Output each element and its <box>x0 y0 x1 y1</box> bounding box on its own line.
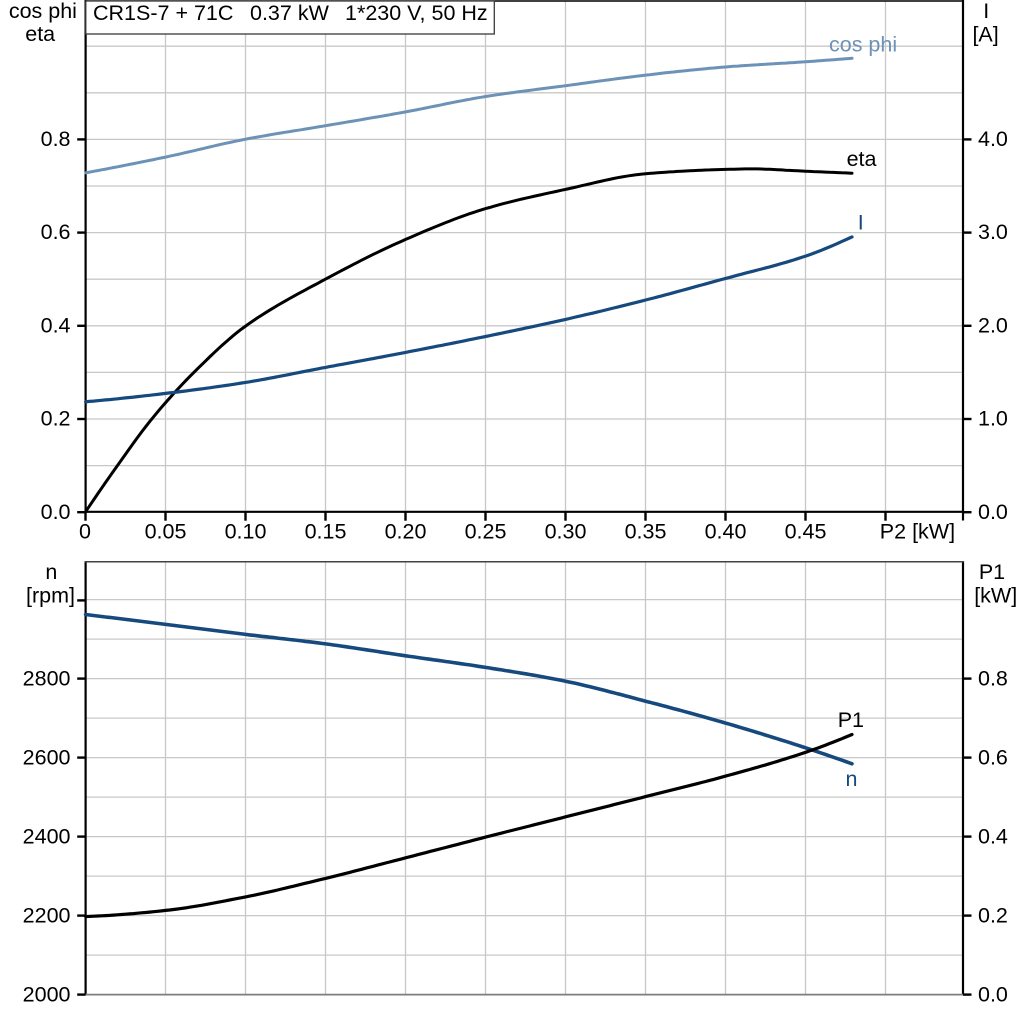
svg-text:2800: 2800 <box>23 667 71 691</box>
svg-text:0.10: 0.10 <box>225 519 267 543</box>
svg-text:0.0: 0.0 <box>978 500 1008 524</box>
svg-text:P1: P1 <box>979 560 1005 584</box>
svg-text:0.0: 0.0 <box>978 983 1008 1007</box>
svg-text:0.37 kW: 0.37 kW <box>250 1 330 25</box>
svg-text:0.25: 0.25 <box>465 519 507 543</box>
svg-text:I: I <box>983 0 989 23</box>
svg-text:4.0: 4.0 <box>978 127 1008 151</box>
svg-text:[A]: [A] <box>972 22 998 46</box>
svg-text:P2 [kW]: P2 [kW] <box>880 519 955 543</box>
svg-text:0.8: 0.8 <box>41 127 71 151</box>
svg-text:3.0: 3.0 <box>978 220 1008 244</box>
svg-text:n: n <box>846 767 858 791</box>
svg-text:2200: 2200 <box>23 904 71 928</box>
svg-text:I: I <box>858 211 864 235</box>
svg-text:0.8: 0.8 <box>978 667 1008 691</box>
svg-text:0.4: 0.4 <box>978 825 1008 849</box>
svg-text:0.40: 0.40 <box>705 519 747 543</box>
svg-text:2.0: 2.0 <box>978 313 1008 337</box>
svg-text:CR1S-7 + 71C: CR1S-7 + 71C <box>93 1 233 25</box>
svg-text:P1: P1 <box>838 708 864 732</box>
svg-text:1*230 V, 50 Hz: 1*230 V, 50 Hz <box>345 1 488 25</box>
svg-text:0.15: 0.15 <box>305 519 347 543</box>
svg-text:eta: eta <box>25 22 55 46</box>
svg-text:eta: eta <box>847 147 877 171</box>
svg-text:0.2: 0.2 <box>41 407 71 431</box>
svg-text:0.6: 0.6 <box>978 746 1008 770</box>
svg-text:0.45: 0.45 <box>785 519 827 543</box>
svg-text:1.0: 1.0 <box>978 407 1008 431</box>
svg-text:0.05: 0.05 <box>145 519 187 543</box>
svg-text:[kW]: [kW] <box>974 583 1017 607</box>
svg-text:0.35: 0.35 <box>625 519 667 543</box>
svg-text:0.2: 0.2 <box>978 904 1008 928</box>
svg-text:cos phi: cos phi <box>9 0 77 23</box>
svg-text:0.6: 0.6 <box>41 220 71 244</box>
svg-text:0.30: 0.30 <box>545 519 587 543</box>
svg-text:0.0: 0.0 <box>41 500 71 524</box>
svg-text:[rpm]: [rpm] <box>26 583 75 607</box>
svg-text:2400: 2400 <box>23 825 71 849</box>
svg-text:2600: 2600 <box>23 746 71 770</box>
svg-text:0.4: 0.4 <box>41 313 71 337</box>
svg-text:2000: 2000 <box>23 983 71 1007</box>
svg-text:0: 0 <box>79 519 91 543</box>
svg-text:n: n <box>45 560 57 584</box>
svg-text:cos phi: cos phi <box>829 33 897 57</box>
svg-text:0.20: 0.20 <box>385 519 427 543</box>
